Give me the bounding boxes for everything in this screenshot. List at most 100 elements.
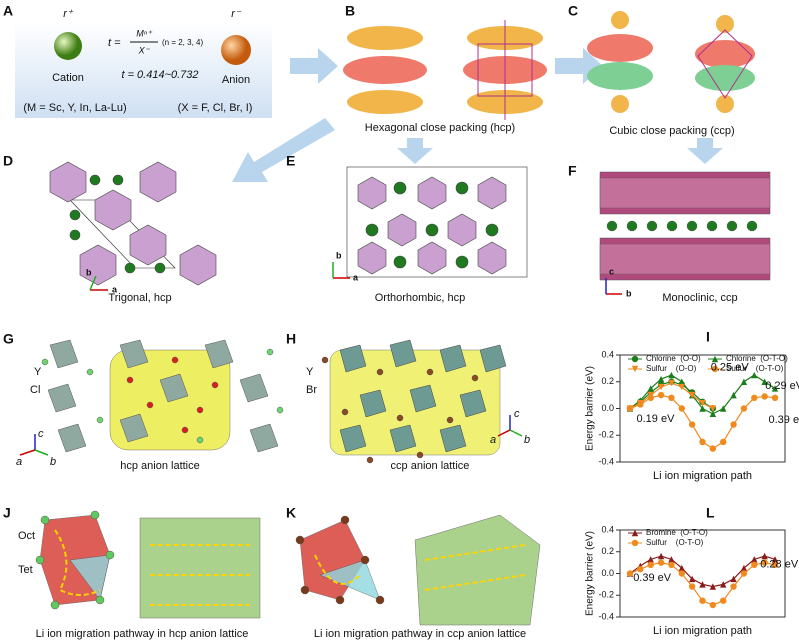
data-point [688,391,696,399]
data-point [720,581,727,588]
axis-label: a [490,434,496,446]
panel-label: F [568,163,577,179]
data-point [678,378,685,385]
x-axis-label: Li ion migration path [653,625,752,637]
panel-label: J [3,505,11,521]
axis-label: c [609,266,614,276]
texts: A r⁺ Cation r⁻ Anion t = Mⁿ⁺ X⁻ (n = 2, … [3,3,738,640]
data-point [678,405,685,412]
cation-label: Cation [52,72,84,84]
data-point [647,394,654,401]
caption: Orthorhombic, hcp [375,292,465,304]
data-point [761,559,768,566]
data-point [668,556,675,563]
axis-label: b [626,288,632,298]
data-point [720,438,727,446]
data-point [699,581,706,588]
caption: Monoclinic, ccp [662,292,737,304]
annotation: 0.19 eV [637,413,676,425]
data-point [771,556,779,563]
anion-sphere [221,35,251,65]
data-point [771,561,779,568]
formula-t: t = [108,37,121,49]
formula-numerator: Mⁿ⁺ [136,28,153,38]
data-point [709,601,717,609]
arrow [290,48,338,84]
data-point [678,570,685,577]
legend-label: Sulfur (O-T-O) [726,364,784,373]
data-point [709,410,717,418]
site-label: Tet [18,564,33,576]
data-point [740,405,748,412]
panel-label: H [286,331,296,347]
data-point [740,378,748,385]
legend-marker [631,365,639,373]
y-axis-label: Energy barrier (eV) [585,531,596,616]
data-point [761,552,768,560]
data-point [668,394,675,401]
anion-label: Cl [30,384,40,396]
data-point [626,570,634,577]
cation-sphere [54,32,82,60]
panel-label: L [706,505,715,521]
cation-label: Y [306,366,314,378]
data-point [730,421,737,428]
data-point [657,375,665,383]
data-point [740,570,748,577]
data-point [637,565,644,573]
legend-marker [631,539,639,547]
hcp-stack [343,20,547,120]
data-point [720,405,727,412]
x-axis-label: Li ion migration path [653,470,752,482]
data-point [688,421,696,428]
data-point [771,385,779,392]
annotation: 0.25 eV [711,362,750,374]
caption: Trigonal, hcp [108,292,171,304]
axis-label: b [336,250,342,260]
legend-label: Chlorine (O-O) [646,354,701,363]
hcp-lattice [19,339,284,456]
site-label: Oct [18,530,35,542]
data-point [668,561,675,568]
axis-label: b [50,456,56,468]
y-tick-label: 0.4 [601,349,614,359]
axis-label: c [38,428,44,440]
data-point [720,597,727,604]
data-point [657,383,665,391]
annotation: 0.29 eV [765,380,799,392]
arrow [397,138,433,164]
formula-note: (n = 2, 3, 4) [162,38,203,47]
y-tick-label: 0.0 [601,568,614,578]
arrow [232,118,335,182]
data-point [626,405,634,412]
panel-label: D [3,153,13,169]
data-point [751,371,758,379]
panel-label: C [568,3,578,19]
legend-marker [631,529,639,537]
caption: Cubic close packing (ccp) [609,125,734,137]
monoclinic-structure [599,171,771,295]
data-point [730,575,737,583]
data-point [699,438,706,446]
legend-label: Sulfur (O-O) [646,364,697,373]
hcp-pathway [35,510,261,619]
y-tick-label: -0.2 [598,590,614,600]
metal-note: (M = Sc, Y, In, La-Lu) [23,102,126,114]
data-point [647,385,654,392]
legend-marker [711,355,719,363]
data-point [751,556,758,563]
data-point [761,393,768,400]
cation-symbol: r⁺ [63,8,74,20]
layout [15,11,771,626]
panel-label: K [286,505,296,521]
anion-symbol: r⁻ [231,8,242,20]
y-tick-label: -0.4 [598,611,614,621]
data-point [678,564,685,572]
arrow [687,138,723,164]
axis-label: a [16,456,22,468]
legend-label: Chlorine (O-T-O) [726,354,788,363]
anion-note: (X = F, Cl, Br, I) [178,102,253,114]
data-point [740,564,748,572]
caption: Li ion migration pathway in ccp anion la… [314,628,526,640]
